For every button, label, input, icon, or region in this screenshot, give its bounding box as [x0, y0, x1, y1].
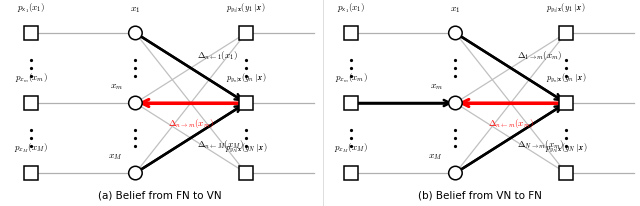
Text: $\Delta_{N\rightarrow m}(x_m)$: $\Delta_{N\rightarrow m}(x_m)$	[517, 138, 564, 151]
Text: $x_m$: $x_m$	[430, 82, 443, 91]
Text: $\Delta_{1\rightarrow m}(x_m)$: $\Delta_{1\rightarrow m}(x_m)$	[517, 49, 562, 62]
Text: $p_{\mathsf{x}_1}(x_1)$: $p_{\mathsf{x}_1}(x_1)$	[337, 1, 365, 15]
Text: $p_{y_n|\mathbf{x}}(y_n \mid \boldsymbol{x})$: $p_{y_n|\mathbf{x}}(y_n \mid \boldsymbol…	[226, 72, 266, 85]
Text: $\Delta_{n\rightarrow m}(x_m)$: $\Delta_{n\rightarrow m}(x_m)$	[168, 117, 214, 130]
Bar	[239, 96, 253, 110]
Text: $p_{x_m}(x_m)$: $p_{x_m}(x_m)$	[15, 71, 47, 85]
Text: $p_{y_1|\mathbf{x}}(y_1 \mid \boldsymbol{x})$: $p_{y_1|\mathbf{x}}(y_1 \mid \boldsymbol…	[227, 2, 266, 15]
Bar	[344, 26, 358, 40]
Text: $p_{\mathsf{x}_1}(x_1)$: $p_{\mathsf{x}_1}(x_1)$	[17, 1, 45, 15]
Bar	[559, 26, 573, 40]
Bar	[24, 96, 38, 110]
Text: $\Delta_{n\leftarrow 1}(x_1)$: $\Delta_{n\leftarrow 1}(x_1)$	[197, 49, 238, 62]
Bar	[559, 166, 573, 180]
Text: (b) Belief from VN to FN: (b) Belief from VN to FN	[418, 191, 542, 201]
Ellipse shape	[449, 96, 462, 110]
Text: $p_{y_N|\mathbf{x}}(y_N \mid \boldsymbol{x})$: $p_{y_N|\mathbf{x}}(y_N \mid \boldsymbol…	[545, 142, 588, 155]
Text: $\Delta_{n\leftarrow M}(x_M)$: $\Delta_{n\leftarrow M}(x_M)$	[197, 138, 244, 151]
Bar	[239, 26, 253, 40]
Bar	[24, 26, 38, 40]
Bar	[344, 96, 358, 110]
Text: $x_m$: $x_m$	[110, 82, 123, 91]
Text: $p_{x_M}(x_M)$: $p_{x_M}(x_M)$	[334, 142, 368, 155]
Text: $p_{y_n|\mathbf{x}}(y_n \mid \boldsymbol{x})$: $p_{y_n|\mathbf{x}}(y_n \mid \boldsymbol…	[546, 72, 586, 85]
Ellipse shape	[449, 26, 462, 40]
Ellipse shape	[129, 96, 142, 110]
Text: $x_M$: $x_M$	[108, 152, 123, 162]
Bar	[239, 166, 253, 180]
Bar	[559, 96, 573, 110]
Ellipse shape	[129, 26, 142, 40]
Ellipse shape	[449, 166, 462, 180]
Text: $p_{x_M}(x_M)$: $p_{x_M}(x_M)$	[14, 142, 48, 155]
Text: $x_M$: $x_M$	[428, 152, 443, 162]
Text: $p_{y_1|\mathbf{x}}(y_1 \mid \boldsymbol{x})$: $p_{y_1|\mathbf{x}}(y_1 \mid \boldsymbol…	[547, 2, 586, 15]
Text: $p_{x_m}(x_m)$: $p_{x_m}(x_m)$	[335, 71, 367, 85]
Text: (a) Belief from FN to VN: (a) Belief from FN to VN	[98, 191, 222, 201]
Text: $p_{y_N|\mathbf{x}}(y_N \mid \boldsymbol{x})$: $p_{y_N|\mathbf{x}}(y_N \mid \boldsymbol…	[225, 142, 268, 155]
Text: $x_1$: $x_1$	[130, 5, 141, 15]
Text: $\Delta_{n\leftarrow m}(x_m)$: $\Delta_{n\leftarrow m}(x_m)$	[488, 117, 534, 130]
Ellipse shape	[129, 166, 142, 180]
Bar	[24, 166, 38, 180]
Bar	[344, 166, 358, 180]
Text: $x_1$: $x_1$	[450, 5, 461, 15]
